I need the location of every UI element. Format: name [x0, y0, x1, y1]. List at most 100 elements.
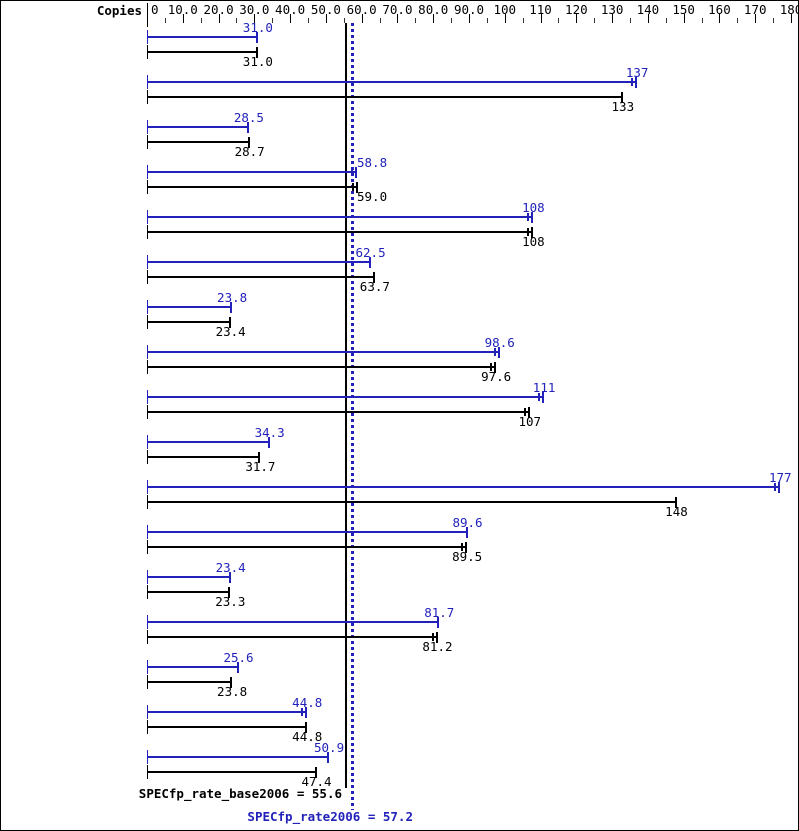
base-value-label: 108	[522, 234, 545, 249]
axis-major-tick	[505, 14, 506, 23]
axis-major-tick	[397, 14, 398, 23]
axis-tick-label: 70.0	[382, 2, 413, 17]
peak-bar-start-tick	[147, 615, 148, 629]
axis-tick-label: 130	[600, 2, 624, 17]
base-value-label: 47.4	[301, 774, 332, 789]
peak-value-label: 89.6	[452, 515, 483, 530]
axis-tick-label: 120	[565, 2, 588, 17]
peak-bar-end-tick	[246, 122, 249, 133]
peak-bar-start-tick	[147, 525, 148, 539]
base-bar-start-tick	[147, 495, 148, 509]
base-bar-start-tick	[147, 360, 148, 374]
peak-bar	[147, 216, 534, 218]
base-bar-start-tick	[147, 180, 148, 194]
base-bar-start-tick	[147, 315, 148, 329]
axis-minor-tick	[236, 18, 237, 23]
y-axis-line	[147, 3, 148, 27]
base-bar	[147, 726, 308, 728]
peak-value-label: 108	[522, 200, 545, 215]
base-value-label: 59.0	[357, 189, 388, 204]
axis-tick-label: 20.0	[203, 2, 234, 17]
peak-value-label: 23.4	[215, 560, 246, 575]
axis-minor-tick	[380, 18, 381, 23]
base-bar-end-tick	[531, 227, 534, 238]
peak-bar-start-tick	[147, 660, 148, 674]
base-bar-start-tick	[147, 270, 148, 284]
base-bar	[147, 546, 468, 548]
peak-bar	[147, 261, 371, 263]
peak-bar	[147, 351, 500, 353]
axis-minor-tick	[773, 18, 774, 23]
axis-major-tick	[469, 14, 470, 23]
base-bar-end-tick	[230, 677, 233, 688]
base-bar	[147, 231, 534, 233]
peak-bar-median-tick	[538, 393, 541, 401]
base-bar-start-tick	[147, 675, 148, 689]
peak-bar-start-tick	[147, 165, 148, 179]
peak-value-label: 62.5	[355, 245, 386, 260]
peak-bar	[147, 396, 545, 398]
peak-bar	[147, 666, 239, 668]
base-bar	[147, 51, 258, 53]
base-bar-end-tick	[620, 92, 623, 103]
base-bar-end-tick	[258, 452, 261, 463]
base-value-label: 31.0	[242, 54, 273, 69]
base-value-label: 28.7	[234, 144, 265, 159]
peak-bar-start-tick	[147, 435, 148, 449]
base-bar	[147, 456, 261, 458]
axis-minor-tick	[308, 18, 309, 23]
copies-column-header: Copies	[96, 3, 142, 18]
axis-minor-tick	[451, 18, 452, 23]
peak-bar-end-tick	[305, 707, 308, 718]
axis-tick-label: 110	[529, 2, 552, 17]
peak-value-label: 44.8	[292, 695, 323, 710]
peak-bar-end-tick	[437, 617, 440, 628]
peak-bar-start-tick	[147, 75, 148, 89]
base-bar	[147, 411, 530, 413]
base-bar-median-tick	[352, 183, 355, 191]
axis-minor-tick	[201, 18, 202, 23]
base-bar-end-tick	[435, 632, 438, 643]
axis-tick-label: 60.0	[346, 2, 377, 17]
base-value-label: 89.5	[452, 549, 483, 564]
base-bar	[147, 321, 231, 323]
base-bar-median-tick	[523, 408, 526, 416]
base-value-label: 107	[518, 414, 542, 429]
axis-major-tick	[183, 14, 184, 23]
base-bar-start-tick	[147, 225, 148, 239]
axis-major-tick	[219, 14, 220, 23]
axis-minor-tick	[415, 18, 416, 23]
axis-minor-tick	[702, 18, 703, 23]
axis-tick-label: 30.0	[239, 2, 270, 17]
base-bar-end-tick	[255, 47, 258, 58]
axis-minor-tick	[523, 18, 524, 23]
base-bar-start-tick	[147, 450, 148, 464]
peak-bar	[147, 171, 358, 173]
peak-bar-start-tick	[147, 705, 148, 719]
base-mean-label: SPECfp_rate_base2006 = 55.6	[138, 786, 342, 801]
axis-minor-tick	[594, 18, 595, 23]
peak-bar-end-tick	[255, 32, 258, 43]
axis-major-tick	[612, 14, 613, 23]
peak-value-label: 23.8	[217, 290, 248, 305]
base-bar-end-tick	[674, 497, 677, 508]
peak-bar-end-tick	[228, 572, 231, 583]
peak-bar	[147, 576, 231, 578]
peak-bar-start-tick	[147, 390, 148, 404]
base-bar	[147, 96, 623, 98]
axis-major-tick	[719, 14, 720, 23]
base-bar	[147, 366, 497, 368]
base-value-label: 63.7	[359, 279, 390, 294]
peak-bar-median-tick	[631, 78, 634, 86]
axis-minor-tick	[737, 18, 738, 23]
peak-value-label: 98.6	[484, 335, 515, 350]
axis-minor-tick	[344, 18, 345, 23]
peak-bar-start-tick	[147, 570, 148, 584]
base-bar-end-tick	[228, 317, 231, 328]
base-bar-start-tick	[147, 405, 148, 419]
peak-bar-end-tick	[267, 437, 270, 448]
peak-value-label: 137	[625, 65, 649, 80]
axis-minor-tick	[487, 18, 488, 23]
base-bar-end-tick	[372, 272, 375, 283]
base-bar-start-tick	[147, 585, 148, 599]
